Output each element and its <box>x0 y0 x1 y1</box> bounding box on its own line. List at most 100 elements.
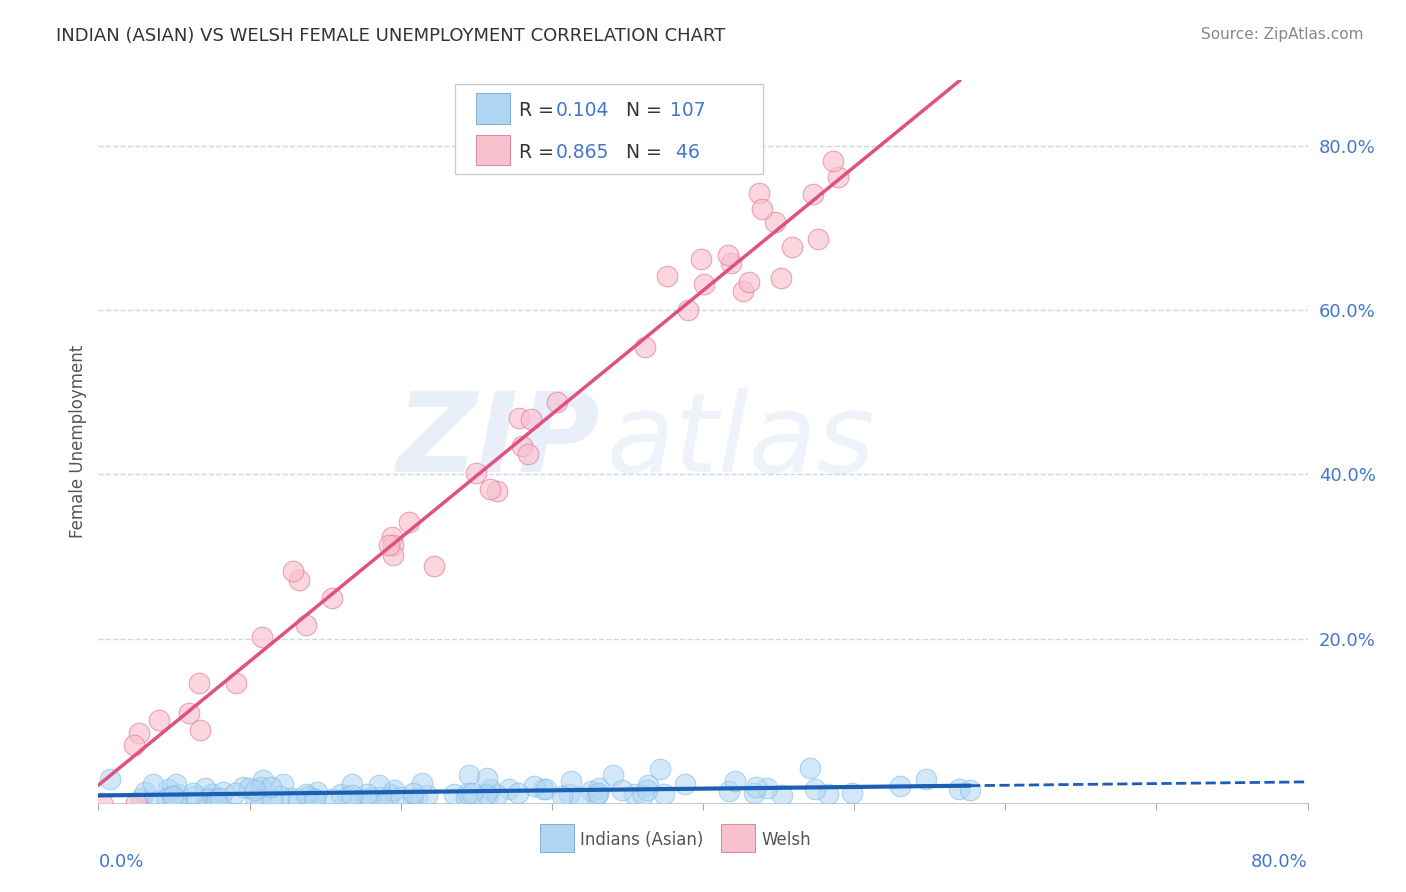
Point <box>340 777 363 791</box>
Point <box>122 738 145 752</box>
Text: N =: N = <box>613 102 668 120</box>
Text: 80.0%: 80.0% <box>1251 854 1308 871</box>
Point <box>579 784 602 798</box>
Point <box>536 781 558 796</box>
Point <box>162 789 184 804</box>
Point <box>148 713 170 727</box>
Text: Welsh: Welsh <box>761 831 811 849</box>
Point <box>807 232 830 246</box>
FancyBboxPatch shape <box>475 94 509 124</box>
Text: ZIP: ZIP <box>396 388 600 495</box>
Point <box>623 787 645 801</box>
Text: 0.0%: 0.0% <box>98 854 143 871</box>
Point <box>423 559 446 574</box>
Point <box>411 775 433 789</box>
Point <box>179 706 201 721</box>
Point <box>250 780 273 794</box>
Point <box>531 781 554 796</box>
Point <box>232 780 254 795</box>
Point <box>402 792 425 806</box>
Point <box>745 780 768 794</box>
Point <box>588 780 610 795</box>
Point <box>295 788 318 802</box>
Point <box>636 783 658 797</box>
Point <box>370 789 392 804</box>
Point <box>356 787 378 801</box>
Point <box>523 779 546 793</box>
Point <box>128 725 150 739</box>
Point <box>520 412 543 426</box>
Point <box>751 202 773 216</box>
Point <box>307 784 329 798</box>
Point <box>457 786 479 800</box>
Point <box>948 781 970 796</box>
Point <box>763 215 786 229</box>
Point <box>211 785 233 799</box>
Point <box>205 791 228 805</box>
Point <box>245 793 267 807</box>
Point <box>184 789 207 803</box>
Point <box>479 782 502 797</box>
Point <box>381 530 404 544</box>
Point <box>377 792 399 806</box>
Point <box>197 790 219 805</box>
Point <box>281 564 304 578</box>
Point <box>557 787 579 801</box>
Point <box>378 787 401 801</box>
Point <box>915 772 938 786</box>
Point <box>381 538 404 552</box>
Point <box>692 277 714 291</box>
Point <box>260 780 283 794</box>
Point <box>225 675 247 690</box>
Point <box>304 792 326 806</box>
Text: INDIAN (ASIAN) VS WELSH FEMALE UNEMPLOYMENT CORRELATION CHART: INDIAN (ASIAN) VS WELSH FEMALE UNEMPLOYM… <box>56 27 725 45</box>
Point <box>720 256 742 270</box>
Point <box>560 773 582 788</box>
FancyBboxPatch shape <box>456 84 763 174</box>
Point <box>475 788 498 802</box>
Point <box>517 447 540 461</box>
Point <box>717 247 740 261</box>
Point <box>690 252 713 266</box>
Point <box>443 787 465 801</box>
Point <box>827 169 849 184</box>
Point <box>271 777 294 791</box>
Point <box>655 268 678 283</box>
Text: 0.865: 0.865 <box>555 143 609 161</box>
Point <box>367 778 389 792</box>
Point <box>238 780 260 795</box>
Point <box>382 783 405 797</box>
Point <box>382 548 405 562</box>
Point <box>166 777 188 791</box>
Point <box>252 773 274 788</box>
Point <box>585 788 607 802</box>
Point <box>165 792 187 806</box>
Point <box>652 787 675 801</box>
Point <box>648 762 671 776</box>
Point <box>389 790 412 805</box>
Point <box>321 591 343 605</box>
FancyBboxPatch shape <box>540 824 574 852</box>
Point <box>821 153 844 168</box>
Point <box>201 788 224 802</box>
Point <box>508 786 530 800</box>
Point <box>602 768 624 782</box>
Point <box>250 630 273 644</box>
Point <box>304 792 326 806</box>
Point <box>190 723 212 737</box>
Point <box>477 771 499 785</box>
Point <box>294 618 316 632</box>
Point <box>769 270 792 285</box>
Point <box>297 789 319 803</box>
Text: N =: N = <box>613 143 668 161</box>
Point <box>485 484 508 499</box>
Point <box>456 790 478 805</box>
Point <box>464 466 486 480</box>
Point <box>959 783 981 797</box>
Point <box>546 394 568 409</box>
Point <box>90 796 112 810</box>
Point <box>377 538 399 552</box>
Point <box>167 787 190 801</box>
Point <box>288 574 311 588</box>
Point <box>416 789 439 803</box>
